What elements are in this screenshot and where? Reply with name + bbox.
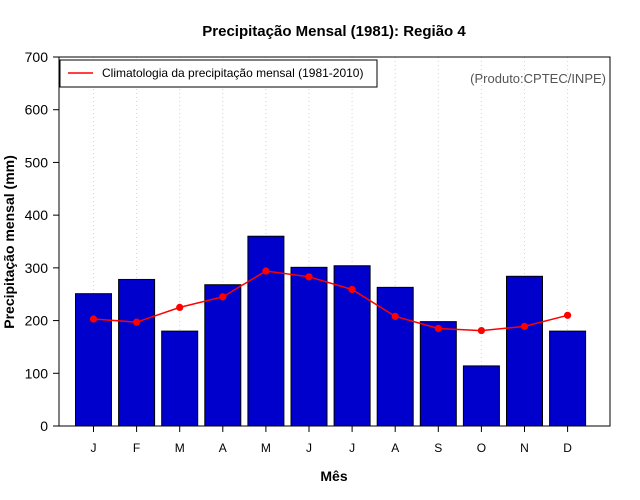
bar-1 <box>75 293 112 427</box>
climatology-point-1 <box>89 315 98 323</box>
legend-entry-climatology: Climatologia da precipitação mensal (198… <box>102 66 363 80</box>
chart-title: Precipitação Mensal (1981): Região 4 <box>202 23 466 40</box>
x-tick-label: A <box>391 441 399 455</box>
plot-frame <box>58 56 611 427</box>
x-tick-label: M <box>261 441 271 455</box>
bar-5 <box>247 235 285 427</box>
climatology-point-3 <box>176 303 184 311</box>
x-tick-label: D <box>563 441 572 455</box>
bar-2 <box>118 278 156 427</box>
legend: Climatologia da precipitação mensal (198… <box>59 59 378 88</box>
bar-4 <box>204 284 242 427</box>
bar-10 <box>462 365 500 427</box>
y-tick-label: 400 <box>25 207 49 223</box>
y-tick-label: 100 <box>25 365 49 381</box>
grid-layer <box>93 57 569 426</box>
climatology-point-7 <box>348 285 356 294</box>
x-tick-label: O <box>477 441 486 455</box>
source-annotation: (Produto:CPTEC/INPE) <box>470 71 606 86</box>
x-tick-label: F <box>133 441 140 455</box>
legend-box <box>59 59 378 88</box>
climatology-point-10 <box>477 326 485 335</box>
x-tick-label: N <box>520 441 529 455</box>
climatology-point-2 <box>133 318 141 326</box>
climatology-line <box>93 270 568 332</box>
climatology-point-5 <box>262 267 270 275</box>
y-axis: 0 100 200 300 400 500 600 700 <box>25 49 59 434</box>
y-tick-label: 0 <box>40 418 48 434</box>
x-tick-label: A <box>219 441 227 455</box>
climatology-line-layer <box>89 267 572 335</box>
y-axis-label: Precipitação mensal (mm) <box>1 155 17 329</box>
x-tick-label: J <box>91 441 97 455</box>
bar-6 <box>290 266 328 427</box>
y-tick-label: 200 <box>25 313 49 329</box>
bar-3 <box>161 330 199 427</box>
x-tick-label: S <box>434 441 442 455</box>
climatology-point-11 <box>520 322 529 330</box>
climatology-point-6 <box>305 273 313 281</box>
bar-11 <box>506 275 543 427</box>
climatology-point-4 <box>219 293 227 301</box>
climatology-point-9 <box>434 324 442 333</box>
y-tick-label: 500 <box>25 154 49 170</box>
bars-layer <box>75 235 587 427</box>
x-tick-label: J <box>349 441 355 455</box>
climatology-point-12 <box>564 311 572 319</box>
y-tick-label: 300 <box>25 260 49 276</box>
bar-12 <box>549 330 587 427</box>
x-axis-label: Mês <box>320 468 347 484</box>
x-tick-label: M <box>175 441 185 455</box>
x-tick-label: J <box>306 441 312 455</box>
y-tick-label: 700 <box>25 49 49 65</box>
y-tick-label: 600 <box>25 102 49 118</box>
climatology-point-8 <box>391 312 399 320</box>
bar-9 <box>419 321 457 427</box>
